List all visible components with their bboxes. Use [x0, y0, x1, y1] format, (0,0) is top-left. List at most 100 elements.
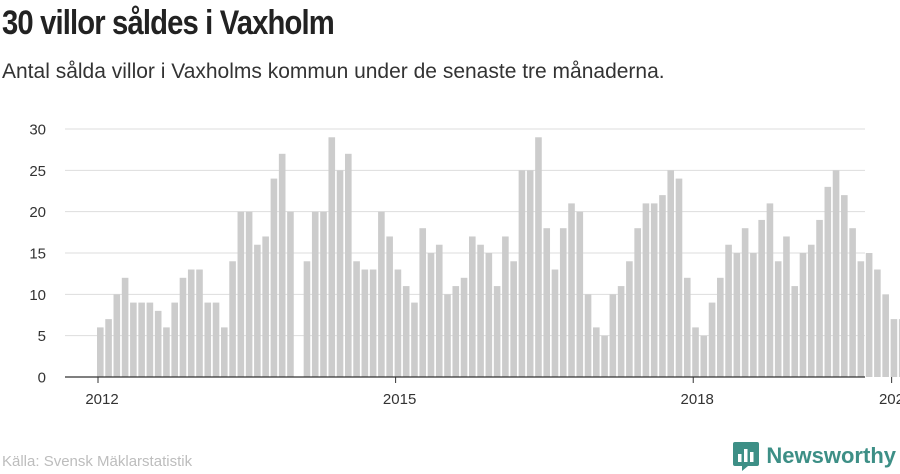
bar — [419, 228, 427, 377]
newsworthy-logo-icon — [733, 442, 760, 471]
y-tick-label-10: 10 — [29, 287, 46, 304]
chart-subtitle: Antal sålda villor i Vaxholms kommun und… — [2, 60, 665, 83]
bar — [502, 236, 509, 377]
bar — [700, 335, 708, 377]
bar — [783, 236, 790, 377]
bar — [890, 319, 898, 377]
y-tick-label-15: 15 — [29, 246, 46, 263]
bar — [427, 253, 435, 377]
bar — [642, 203, 650, 377]
bar — [750, 253, 757, 377]
bar — [667, 170, 675, 377]
bar — [105, 319, 112, 377]
bar — [741, 228, 749, 377]
bar — [493, 286, 501, 377]
bar — [559, 228, 567, 377]
bar — [204, 302, 212, 377]
bar — [378, 211, 385, 377]
bar — [287, 211, 294, 377]
bar — [543, 228, 551, 377]
bar — [460, 277, 468, 377]
y-tick-label-30: 30 — [29, 122, 46, 139]
bar — [469, 236, 476, 377]
bar — [551, 269, 559, 377]
bar — [510, 261, 517, 377]
bar — [113, 294, 121, 377]
bar — [717, 277, 724, 377]
bar — [146, 302, 154, 377]
bar — [262, 236, 269, 377]
bar — [187, 269, 195, 377]
bar — [485, 253, 493, 377]
bar — [353, 261, 360, 377]
bar — [138, 302, 145, 377]
bar — [402, 286, 410, 377]
source-note: Källa: Svensk Mäklarstatistik — [2, 453, 193, 470]
bar — [865, 253, 873, 377]
bar — [576, 211, 584, 377]
chart-title: 30 villor såldes i Vaxholm — [2, 4, 335, 42]
bar — [526, 170, 534, 377]
bar — [898, 319, 900, 377]
bar — [601, 335, 608, 377]
bar — [650, 203, 658, 377]
bar — [849, 228, 856, 377]
x-tick-label-2012: 2012 — [85, 391, 118, 408]
y-tick-label-5: 5 — [38, 328, 46, 345]
bar — [212, 302, 220, 377]
bar — [733, 253, 741, 377]
bar — [229, 261, 236, 377]
bar — [626, 261, 633, 377]
bar — [171, 302, 178, 377]
bar — [477, 244, 484, 377]
x-tick-label-2020: 2020 — [879, 391, 900, 408]
bar — [675, 178, 683, 377]
bar — [163, 327, 170, 377]
bar — [568, 203, 575, 377]
bar — [791, 286, 799, 377]
bar — [97, 327, 104, 377]
bar — [221, 327, 228, 377]
bar — [320, 211, 327, 377]
y-tick-label-25: 25 — [29, 163, 46, 180]
bar — [278, 153, 286, 377]
bar — [799, 253, 807, 377]
bar — [609, 294, 617, 377]
bar — [708, 302, 716, 377]
x-axis-tick-labels: 2012 2015 2018 2020 — [85, 391, 900, 408]
bar — [336, 170, 344, 377]
y-axis-tick-labels: 0 5 10 15 20 25 30 — [29, 122, 46, 387]
bar — [270, 178, 278, 377]
bar — [245, 211, 253, 377]
bar — [518, 170, 526, 377]
bar — [882, 294, 889, 377]
bar — [824, 186, 832, 377]
bar — [841, 195, 848, 377]
bar — [584, 294, 592, 377]
bar — [659, 195, 666, 377]
bar — [345, 153, 352, 377]
bar — [435, 244, 443, 377]
bar — [593, 327, 600, 377]
brand-name: Newsworthy — [766, 443, 896, 468]
bar — [130, 302, 137, 377]
bar — [683, 277, 691, 377]
bar — [452, 286, 460, 377]
bar — [535, 137, 542, 377]
bar — [692, 327, 699, 377]
bar — [857, 261, 865, 377]
bar — [816, 219, 823, 377]
x-axis — [65, 376, 893, 383]
x-tick-label-2018: 2018 — [681, 391, 714, 408]
bar — [725, 244, 732, 377]
bar — [196, 269, 203, 377]
chart-bars — [97, 137, 900, 377]
bar — [154, 310, 162, 377]
bar — [617, 286, 625, 377]
bar — [303, 261, 311, 377]
bar — [411, 302, 418, 377]
y-tick-label-0: 0 — [38, 370, 46, 387]
bar — [444, 294, 451, 377]
bar — [774, 261, 782, 377]
